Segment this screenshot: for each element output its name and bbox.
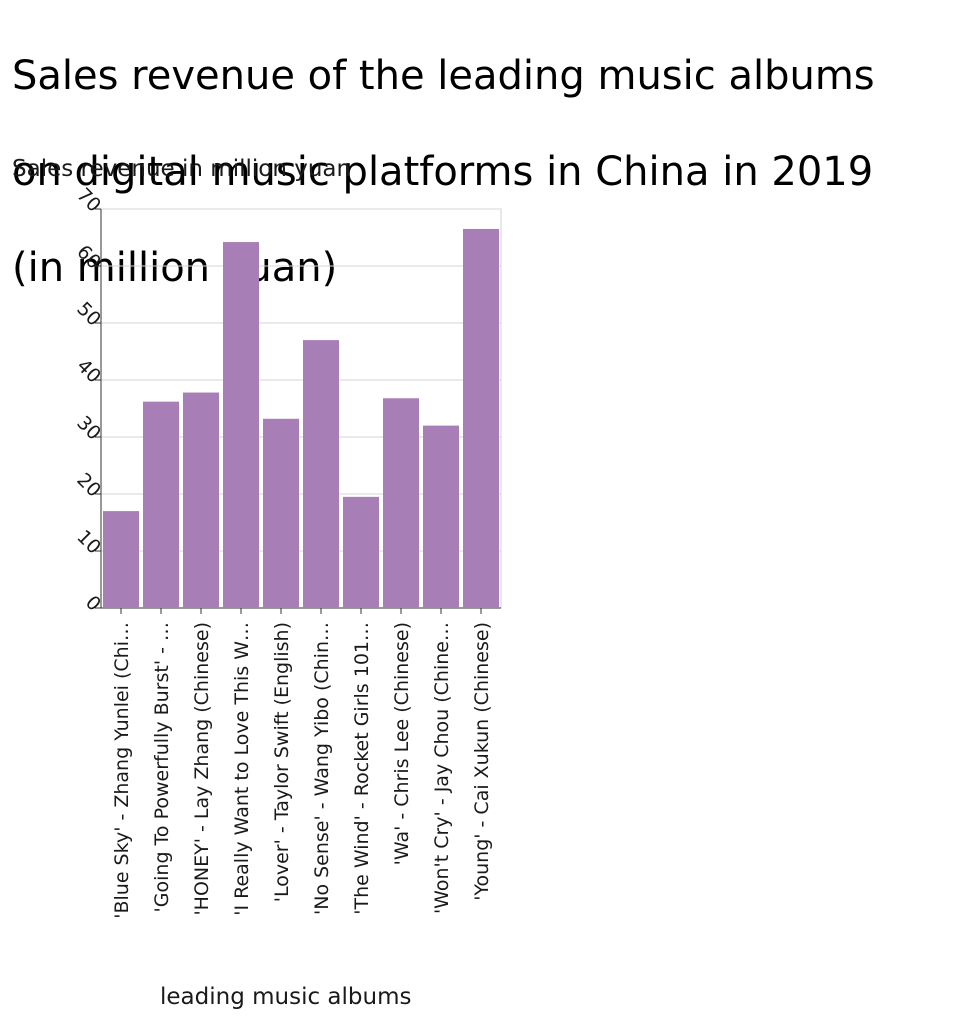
x-tick-label: 'Won't Cry' - Jay Chou (Chine… xyxy=(431,622,453,914)
y-tick-label: 30 xyxy=(72,412,105,445)
x-tick-label: 'The Wind' - Rocket Girls 101… xyxy=(351,622,373,915)
x-tick-label: 'No Sense' - Wang Yibo (Chin… xyxy=(311,622,333,915)
y-tick-label: 40 xyxy=(72,355,105,388)
bar xyxy=(423,425,459,608)
x-tick-label: 'Going To Powerfully Burst' - … xyxy=(151,622,173,912)
y-tick-label: 60 xyxy=(72,241,105,274)
bar xyxy=(143,401,179,608)
y-tick-label: 20 xyxy=(72,469,105,502)
x-axis-title: leading music albums xyxy=(160,984,412,1010)
x-tick-label: 'Wa' - Chris Lee (Chinese) xyxy=(391,622,413,865)
y-axis-title: Sales revenue in million yuan xyxy=(12,156,352,182)
y-tick-label: 10 xyxy=(72,526,105,559)
y-tick-label: 50 xyxy=(72,298,105,331)
x-tick-label: 'HONEY' - Lay Zhang (Chinese) xyxy=(191,622,213,916)
bar xyxy=(103,511,139,608)
x-tick-label: 'I Really Want to Love This W… xyxy=(231,622,253,916)
bar xyxy=(463,228,499,608)
chart-title: Sales revenue of the leading music album… xyxy=(12,4,962,340)
bar xyxy=(263,418,299,608)
x-tick-label: 'Blue Sky' - Zhang Yunlei (Chi… xyxy=(111,622,133,919)
x-tick-label: 'Lover' - Taylor Swift (English) xyxy=(271,622,293,902)
chart-title-line-3: (in million yuan) xyxy=(12,245,338,291)
bar xyxy=(343,496,379,608)
bar xyxy=(223,242,259,608)
bar xyxy=(383,398,419,608)
bar xyxy=(183,392,219,608)
chart-title-line-1: Sales revenue of the leading music album… xyxy=(12,53,875,99)
bar xyxy=(303,340,339,608)
chart-title-line-2: on digital music platforms in China in 2… xyxy=(12,149,874,195)
y-tick-label: 70 xyxy=(72,184,105,217)
x-tick-label: 'Young' - Cai Xukun (Chinese) xyxy=(471,622,493,901)
